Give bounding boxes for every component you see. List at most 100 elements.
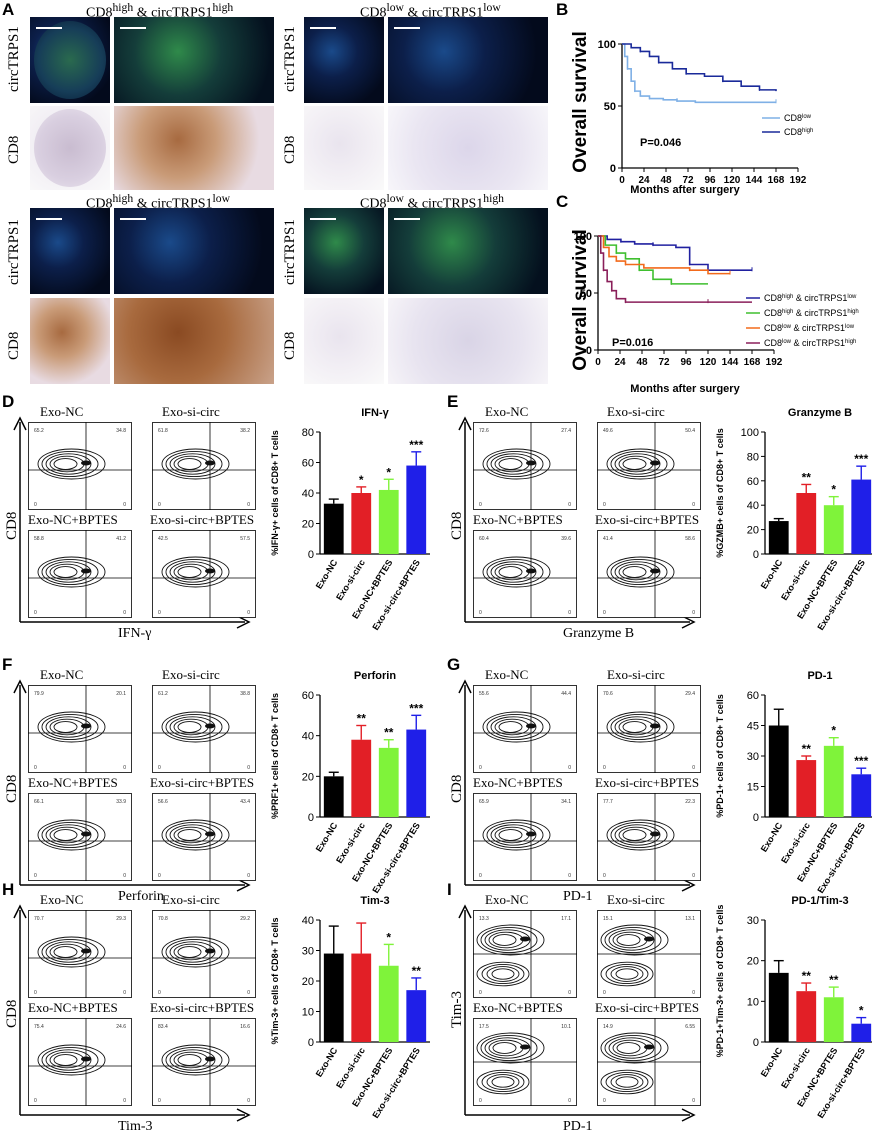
contour-ring	[480, 926, 538, 954]
row-label-circ-4: circTRPS1	[282, 219, 298, 285]
quadrant-value-left: 79.9	[34, 691, 44, 697]
flow-contour-plot: 79.9 20.1 0 0	[28, 685, 132, 773]
significance-stars: **	[384, 726, 394, 740]
micrograph-fluo-high-mag	[388, 208, 548, 294]
panel-a-letter: A	[2, 0, 15, 19]
km-b-legend-low: CD8low	[784, 113, 812, 123]
y-arrow-head	[458, 679, 472, 694]
quadrant-value-left: 17.5	[479, 1024, 489, 1030]
y-arrow-head	[458, 416, 472, 431]
km-c-legend-1: CD8high & circTRPS1low	[764, 293, 857, 303]
bar	[823, 505, 844, 554]
bar	[323, 776, 344, 817]
significance-stars: *	[359, 473, 364, 487]
contour-dense	[526, 831, 536, 837]
contour-ring	[53, 566, 78, 578]
bar	[768, 725, 789, 817]
km-line	[622, 43, 777, 92]
bar	[768, 972, 789, 1042]
km-chart-b: Overall survival 0 50 100 0 24 48 72 96 120 144 16…	[570, 31, 813, 196]
contour-dense	[644, 936, 654, 942]
contour-ring	[600, 1069, 654, 1095]
quadrant-value-right: 39.6	[561, 536, 571, 542]
contour-ring	[177, 458, 202, 470]
plot-frame	[152, 910, 256, 998]
contour-ring	[614, 716, 661, 738]
bar	[823, 997, 844, 1042]
bar-chart-title: PD-1	[807, 670, 832, 682]
contour-dense	[650, 460, 660, 466]
plot-frame	[28, 530, 132, 618]
bar-chart-title: PD-1/Tim-3	[791, 895, 848, 907]
y-arrow-head	[13, 679, 27, 694]
contour-ring	[604, 1034, 662, 1062]
contour-ring	[45, 824, 92, 846]
contour-ring	[41, 821, 99, 849]
contour-ring	[605, 963, 649, 985]
significance-stars: **	[802, 742, 812, 756]
bar-y-tick-label: 10	[747, 996, 759, 1008]
contour-dense	[650, 831, 660, 837]
micrograph-fluo-high-mag	[114, 208, 274, 294]
km-line	[598, 235, 708, 285]
contour-dense	[81, 460, 91, 466]
contour-ring	[616, 934, 641, 946]
quadrant-value-right: 16.6	[240, 1024, 250, 1030]
quadrant-value-zero: 0	[479, 1098, 482, 1104]
contour-dense	[650, 568, 660, 574]
quadrant-value-zero: 0	[158, 1098, 161, 1104]
bar-chart-title: Tim-3	[360, 895, 389, 907]
bar-y-tick-label: 10	[302, 1007, 314, 1019]
quadrant-value-zero: 0	[247, 1098, 250, 1104]
km-b-ylabel: Overall survival	[570, 31, 591, 173]
plot-frame	[473, 685, 577, 773]
quadrant-value-right: 22.3	[685, 799, 695, 805]
contour-ring	[498, 829, 523, 841]
bar-y-tick-label: 40	[302, 488, 314, 500]
km-y-tick-label: 0	[586, 345, 592, 357]
km-x-tick-label: 0	[595, 357, 601, 368]
flow-x-axis-label: Tim-3	[118, 1119, 153, 1132]
quadrant-value-right: 20.1	[116, 691, 126, 697]
contour-ring	[37, 936, 106, 968]
km-y-tick-label: 100	[598, 39, 616, 51]
bar-chart-title: IFN-γ	[361, 407, 389, 419]
quadrant-value-zero: 0	[158, 502, 161, 508]
condition-label: Exo-si-circ	[607, 892, 665, 907]
panel-h-letter: H	[2, 880, 15, 899]
bar-chart-title: Granzyme B	[788, 407, 852, 419]
bar-chart-ylabel: %GZMB+ cells of CD8+ T cells	[715, 428, 725, 558]
quadrant-value-zero: 0	[158, 990, 161, 996]
bar	[378, 965, 399, 1042]
contour-ring	[169, 1049, 216, 1071]
quadrant-value-zero: 0	[34, 873, 37, 879]
quadrant-value-zero: 0	[479, 873, 482, 879]
bar-y-tick-label: 0	[308, 1037, 314, 1049]
bar-y-tick-label: 20	[302, 976, 314, 988]
condition-label: Exo-si-circ+BPTES	[595, 1000, 700, 1015]
contour-ring	[161, 556, 230, 588]
bar	[323, 953, 344, 1042]
km-x-tick-label: 168	[744, 357, 761, 368]
quadrant-value-zero: 0	[568, 873, 571, 879]
contour-ring	[604, 926, 662, 954]
condition-label: Exo-si-circ+BPTES	[150, 775, 255, 790]
condition-label: Exo-si-circ	[162, 404, 220, 419]
quadrant-value-right: 10.1	[561, 1024, 571, 1030]
micrograph-ihc-low-mag	[304, 106, 384, 190]
plot-frame	[152, 530, 256, 618]
quadrant-value-zero: 0	[123, 765, 126, 771]
quadrant-value-zero: 0	[247, 502, 250, 508]
bar-y-tick-label: 20	[302, 771, 314, 783]
contour-ring	[169, 716, 216, 738]
bar-chart: PD-1 %PD-1+ cells of CD8+ T cells 0 15 30 45 6…	[715, 670, 872, 895]
quadrant-value-zero: 0	[603, 990, 606, 996]
contour-ring	[53, 1054, 78, 1066]
km-x-tick-label: 24	[638, 175, 650, 186]
contour-ring	[608, 1037, 655, 1059]
quadrant-value-left: 70.7	[34, 916, 44, 922]
contour-ring	[606, 819, 675, 851]
bar	[323, 503, 344, 554]
contour-ring	[161, 711, 230, 743]
bar-chart-ylabel: %PD-1+ cells of CD8+ T cells	[715, 694, 725, 818]
